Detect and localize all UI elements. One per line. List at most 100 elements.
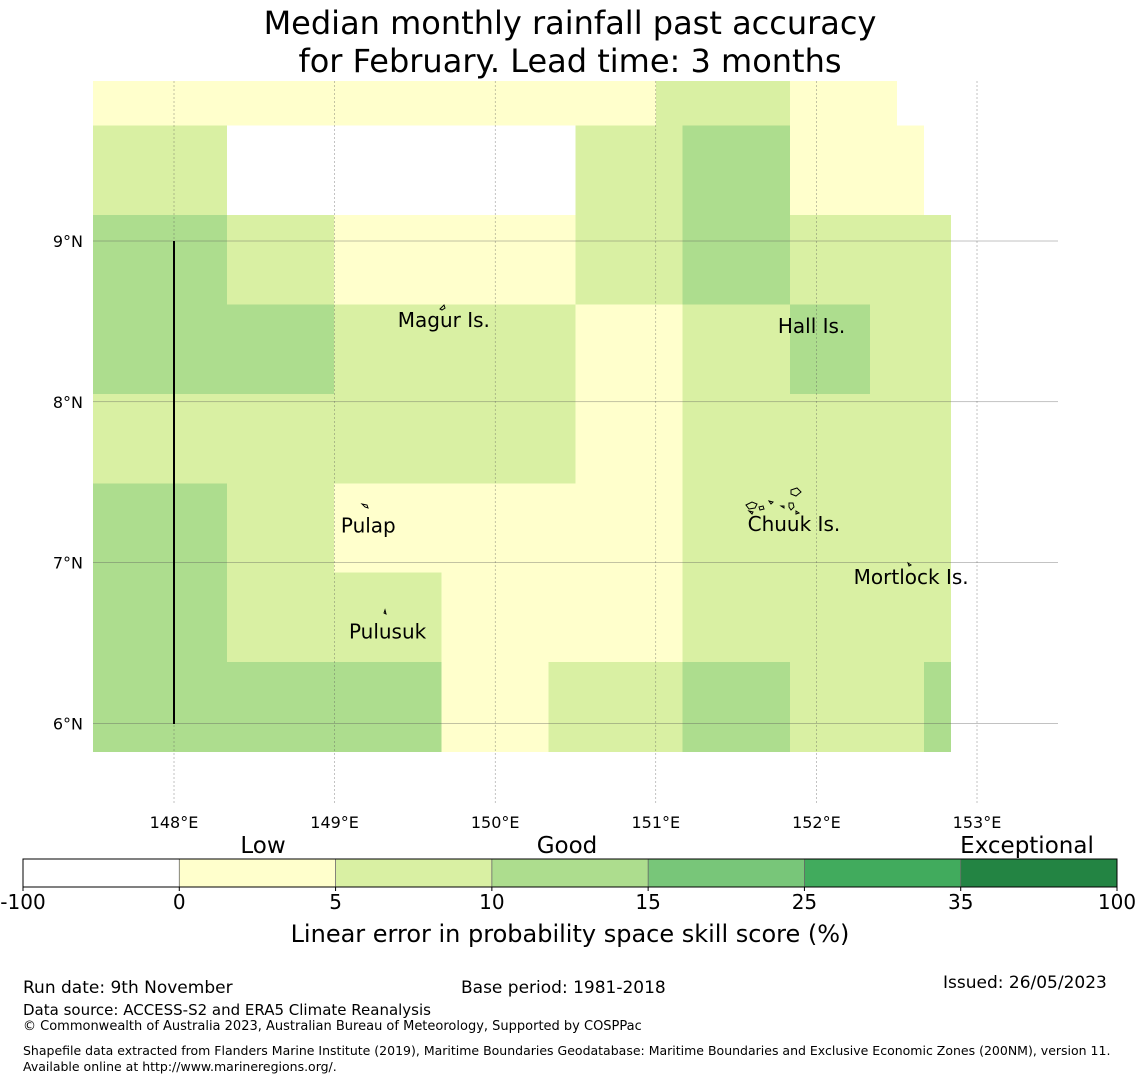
grid-cell [227, 304, 255, 350]
grid-cell [280, 706, 308, 753]
grid-cell [227, 125, 255, 171]
grid-cell [897, 662, 925, 708]
grid-cell [736, 304, 764, 350]
grid-cell [387, 81, 416, 127]
grid-cell [119, 706, 148, 753]
grid-cell [146, 393, 174, 440]
grid-cell [521, 617, 550, 663]
grid-cell [468, 617, 496, 663]
colorbar-tick-label: 5 [329, 890, 342, 914]
grid-cell [495, 170, 523, 216]
latitude-ticks: 9°N 8°N 7°N 6°N [53, 232, 83, 733]
grid-cell [709, 438, 737, 484]
grid-cell [307, 215, 335, 261]
grid-cell [387, 170, 416, 216]
grid-cell [173, 125, 201, 171]
grid-cell [736, 393, 764, 440]
grid-cell [253, 528, 282, 574]
run-date: Run date: 9th November [23, 978, 233, 998]
rainfall-skill-map: Magur Is. Hall Is. Pulap Chuuk Is. Mortlock … [0, 81, 1136, 948]
grid-cell [763, 617, 791, 663]
grid-cell [521, 125, 550, 171]
grid-cell [495, 706, 523, 753]
grid-cell [870, 349, 898, 395]
grid-cell [629, 349, 657, 395]
grid-cell [414, 438, 442, 484]
grid-cell [495, 304, 523, 350]
grid-cell [763, 572, 791, 618]
grid-cell [763, 170, 791, 216]
grid-cell [93, 706, 121, 753]
colorbar-tick-label: -100 [0, 890, 45, 914]
grid-cell [361, 393, 389, 440]
grid-cell [441, 81, 469, 127]
grid-cell [763, 304, 791, 350]
colorbar-tick-label: 15 [635, 890, 660, 914]
grid-cell [602, 215, 630, 261]
grid-cell [923, 170, 952, 216]
grid-cell [816, 81, 844, 127]
grid-cell [227, 572, 255, 618]
grid-cell [736, 170, 764, 216]
grid-cell [119, 259, 148, 306]
grid-cell [307, 349, 335, 395]
grid-cell [629, 393, 657, 440]
grid-cell [495, 662, 523, 708]
grid-cell [789, 170, 818, 216]
grid-cell [655, 125, 684, 171]
grid-cell [843, 617, 871, 663]
place-label: Pulusuk [349, 620, 427, 644]
grid-cell [414, 483, 442, 529]
grid-cell [548, 125, 576, 171]
grid-cell [655, 438, 684, 484]
grid-cell [414, 304, 442, 350]
grid-cell [575, 662, 603, 708]
grid-cell [307, 81, 335, 127]
grid-cell [816, 706, 844, 753]
grid-cell [119, 483, 148, 529]
grid-cell [334, 528, 362, 574]
grid-cell [923, 483, 952, 529]
grid-cell [227, 215, 255, 261]
grid-cell [387, 528, 416, 574]
grid-cell [843, 706, 871, 753]
grid-cell [655, 349, 684, 395]
grid-cell [200, 81, 228, 127]
grid-cell [789, 349, 818, 395]
grid-cell [414, 259, 442, 306]
grid-cell [763, 125, 791, 171]
grid-cell [200, 617, 228, 663]
grid-cell [843, 304, 871, 350]
title-line-1: Median monthly rainfall past accuracy [263, 4, 877, 42]
grid-cell [521, 706, 550, 753]
grid-cell [173, 393, 201, 440]
grid-cell [575, 438, 603, 484]
place-label: Chuuk Is. [748, 512, 841, 536]
grid-cell [468, 393, 496, 440]
grid-cell [923, 349, 952, 395]
latitude-tick-label: 6°N [53, 714, 83, 733]
grid-cell [387, 259, 416, 306]
grid-cell [897, 304, 925, 350]
longitude-tick-label: 148°E [150, 813, 199, 832]
island-mortlock [907, 561, 912, 567]
grid-cell [307, 617, 335, 663]
place-label: Magur Is. [398, 308, 490, 332]
grid-cell [521, 259, 550, 306]
grid-cell [468, 438, 496, 484]
island-pulap [360, 503, 369, 509]
grid-cell [200, 170, 228, 216]
grid-cell [387, 483, 416, 529]
grid-cell [441, 304, 469, 350]
grid-cell [441, 483, 469, 529]
grid-cell [173, 662, 201, 708]
grid-cell [709, 572, 737, 618]
grid-cell [682, 81, 710, 127]
grid-cell [414, 706, 442, 753]
grid-cell [361, 483, 389, 529]
grid-cell [763, 259, 791, 306]
grid-cell [655, 170, 684, 216]
grid-cell [709, 617, 737, 663]
grid-cell [709, 125, 737, 171]
grid-cell [280, 349, 308, 395]
